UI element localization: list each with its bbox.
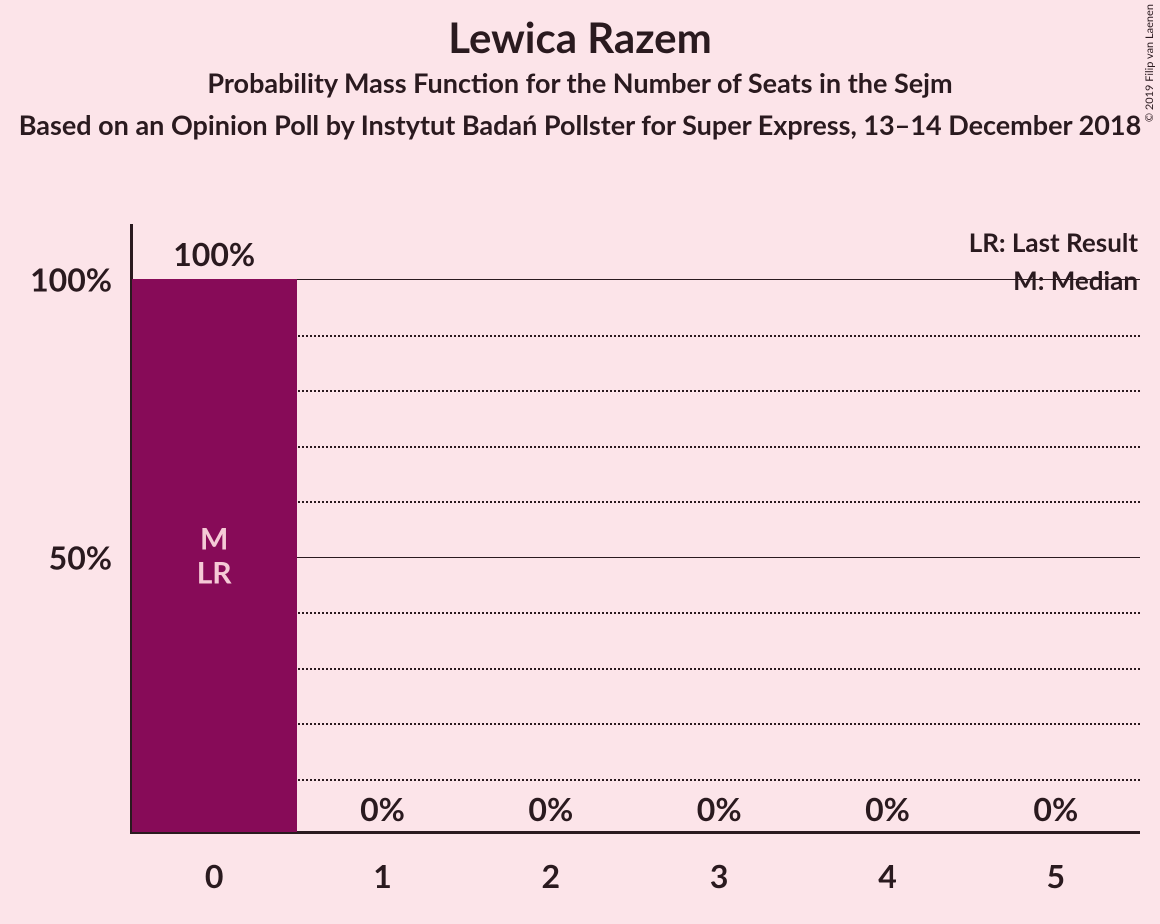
chart-legend: LR: Last ResultM: Median [969, 226, 1138, 302]
bar-value-label: 100% [173, 234, 255, 273]
bar-inner-label: MLR [197, 521, 232, 590]
chart-subtitle-1: Probability Mass Function for the Number… [0, 66, 1160, 99]
x-tick-label: 0 [205, 834, 224, 895]
x-tick-label: 1 [373, 834, 392, 895]
plot-area: LR: Last ResultM: Median 50%100%01234510… [130, 224, 1140, 834]
bar-value-label: 0% [865, 789, 910, 828]
chart-title: Lewica Razem [0, 12, 1160, 62]
x-tick-label: 3 [710, 834, 729, 895]
y-tick-label: 100% [30, 260, 130, 299]
legend-item: LR: Last Result [969, 226, 1138, 258]
bar-value-label: 0% [360, 789, 405, 828]
x-tick-label: 4 [878, 834, 897, 895]
chart-root: © 2019 Filip van Laenen Lewica Razem Pro… [0, 0, 1160, 924]
bar-value-label: 0% [697, 789, 742, 828]
chart-subtitle-2: Based on an Opinion Poll by Instytut Bad… [0, 108, 1160, 141]
x-tick-label: 5 [1047, 834, 1066, 895]
bar-value-label: 0% [1033, 789, 1078, 828]
x-tick-label: 2 [542, 834, 561, 895]
bar-value-label: 0% [528, 789, 573, 828]
y-tick-label: 50% [49, 537, 130, 576]
